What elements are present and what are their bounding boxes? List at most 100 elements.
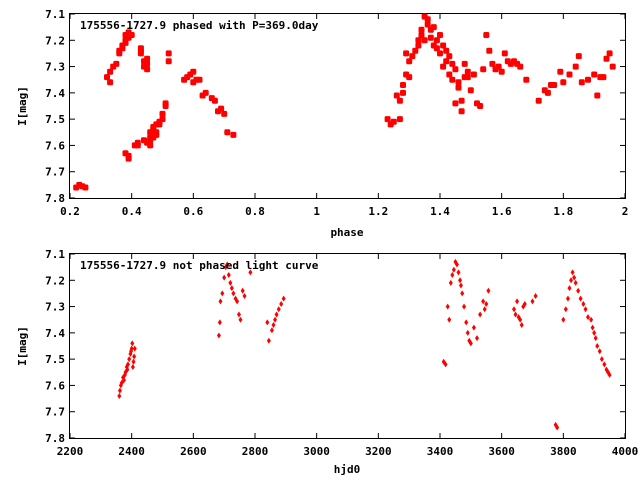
bottom-x-ticks: 2200 2400 2600 2800 3000 3200 3400 3600 3800 4000 — [57, 254, 638, 458]
top-data-point — [144, 60, 151, 67]
bottom-data-point — [447, 316, 452, 323]
bottom-data-point — [518, 316, 523, 323]
bottom-data-point — [121, 377, 126, 384]
bottom-data-point — [599, 356, 604, 363]
x-tick-label: 3400 — [427, 445, 454, 458]
x-tick-label: 2800 — [242, 445, 269, 458]
top-data-point — [440, 42, 447, 49]
top-data-point — [443, 47, 450, 54]
top-data-point — [400, 82, 406, 88]
y-tick-label: 7.5 — [45, 113, 65, 126]
top-data-point — [440, 63, 447, 70]
top-data-point — [424, 21, 431, 28]
bottom-data-point — [235, 298, 240, 305]
top-data-point — [196, 76, 203, 83]
top-data-point — [498, 68, 505, 75]
bottom-data-point — [458, 277, 463, 284]
top-data-point — [446, 71, 453, 78]
top-data-point — [409, 53, 416, 60]
top-data-point — [415, 42, 422, 49]
bottom-data-point — [132, 353, 137, 360]
top-data-point — [575, 53, 582, 60]
top-data-point — [449, 60, 456, 67]
bottom-data-point — [132, 345, 137, 352]
bottom-data-point — [124, 364, 129, 371]
bottom-data-point — [563, 306, 568, 313]
top-data-point — [415, 37, 422, 44]
top-data-point — [230, 131, 237, 138]
top-data-point — [452, 66, 459, 73]
top-data-point — [609, 63, 616, 70]
y-tick-label: 7.6 — [45, 139, 65, 152]
bottom-data-point — [117, 387, 122, 394]
x-tick-label: 3200 — [365, 445, 392, 458]
top-data-point — [477, 103, 484, 109]
top-data-point — [455, 79, 462, 86]
bottom-data-point — [238, 316, 243, 323]
top-data-point — [400, 89, 406, 96]
top-y-ticks: 7.1 7.2 7.3 7.4 7.5 7.6 7.7 7.8 — [45, 8, 625, 205]
top-data-point — [134, 142, 141, 149]
top-data-point — [551, 82, 558, 88]
bottom-data-point — [512, 306, 516, 313]
top-data-point — [107, 68, 114, 75]
x-tick-label: 2400 — [118, 445, 145, 458]
bottom-plot-title: 175556-1727.9 not phased light curve — [80, 259, 319, 272]
y-tick-label: 7.1 — [45, 248, 65, 261]
bottom-data-point — [266, 337, 271, 344]
bottom-data-point — [530, 298, 535, 305]
bottom-data-point — [555, 424, 560, 431]
top-data-point — [467, 87, 474, 94]
top-plot: 0.2 0.4 0.6 0.8 1 1.2 1.4 1.6 1.8 2 7.17.27.37.47… — [16, 8, 628, 239]
top-data-point — [449, 76, 456, 83]
top-data-point — [594, 92, 601, 99]
bottom-data-point — [515, 298, 520, 305]
top-data-point — [412, 47, 419, 54]
top-data-point — [470, 71, 477, 78]
bottom-data-point — [572, 274, 577, 281]
bottom-data-point — [590, 324, 595, 331]
bottom-data-point — [271, 321, 276, 328]
y-tick-label: 7.7 — [45, 166, 65, 179]
y-tick-label: 7.3 — [45, 61, 65, 74]
bottom-data-point — [240, 287, 245, 294]
x-tick-label: 1.6 — [492, 205, 512, 218]
bottom-data-point — [583, 306, 588, 313]
top-data-point — [104, 74, 110, 81]
bottom-data-point — [570, 269, 575, 276]
bottom-data-point — [533, 293, 538, 300]
bottom-data-point — [218, 298, 223, 305]
top-x-ticks: 0.2 0.4 0.6 0.8 1 1.2 1.4 1.6 1.8 2 — [60, 14, 628, 218]
bottom-data-point — [592, 329, 597, 336]
top-data-point — [480, 66, 487, 73]
top-data-point — [211, 97, 218, 104]
top-data-point — [190, 68, 197, 75]
bottom-data-point — [486, 287, 491, 294]
top-data-point — [461, 60, 468, 67]
top-data-point — [517, 63, 524, 70]
top-data-point — [144, 66, 151, 73]
top-data-point — [406, 74, 413, 81]
top-data-point — [483, 32, 490, 38]
top-data-point — [418, 32, 425, 38]
top-data-points — [73, 13, 616, 191]
bottom-data-point — [216, 332, 221, 339]
bottom-data-point — [578, 295, 583, 302]
top-data-point — [393, 92, 400, 99]
bottom-data-point — [567, 285, 572, 292]
bottom-x-axis-label: hjd0 — [334, 463, 361, 476]
bottom-data-point — [589, 316, 594, 323]
top-data-point — [137, 50, 144, 57]
top-data-point — [384, 116, 391, 123]
y-tick-label: 7.3 — [45, 301, 65, 314]
bottom-data-point — [129, 345, 134, 352]
x-tick-label: 1.8 — [553, 205, 573, 218]
bottom-data-point — [586, 314, 590, 321]
bottom-data-point — [597, 348, 602, 355]
top-data-point — [82, 184, 89, 191]
bottom-data-point — [125, 366, 130, 373]
bottom-data-point — [465, 329, 470, 336]
top-data-point — [159, 110, 166, 117]
x-tick-label: 3000 — [303, 445, 330, 458]
top-data-point — [418, 26, 425, 33]
